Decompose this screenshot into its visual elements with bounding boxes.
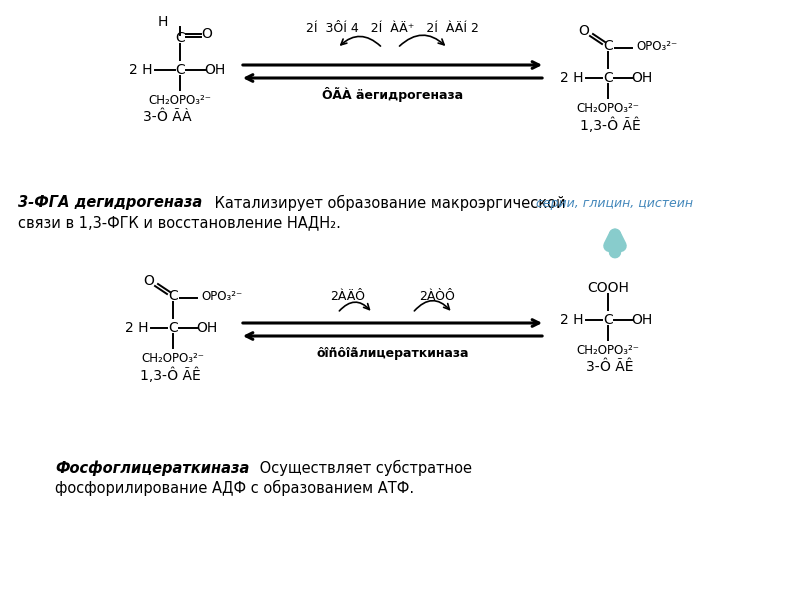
Text: связи в 1,3-ФГК и восстановление НАДН₂.: связи в 1,3-ФГК и восстановление НАДН₂. <box>18 215 341 230</box>
Text: ÔÃÀ äегидрогеназа: ÔÃÀ äегидрогеназа <box>322 86 463 101</box>
Text: CH₂OPO₃²⁻: CH₂OPO₃²⁻ <box>577 101 639 115</box>
Text: COOH: COOH <box>587 281 629 295</box>
Text: CH₂OPO₃²⁻: CH₂OPO₃²⁻ <box>149 94 211 107</box>
Text: CH₂OPO₃²⁻: CH₂OPO₃²⁻ <box>577 343 639 356</box>
Text: CH₂OPO₃²⁻: CH₂OPO₃²⁻ <box>142 352 205 364</box>
Text: фосфорилирование АДФ с образованием АТФ.: фосфорилирование АДФ с образованием АТФ. <box>55 480 414 496</box>
Text: O: O <box>578 24 590 38</box>
Text: 1,3-Ô ÃÊ: 1,3-Ô ÃÊ <box>140 367 200 383</box>
Text: 2 H: 2 H <box>560 313 584 327</box>
Text: C: C <box>168 321 178 335</box>
Text: C: C <box>175 63 185 77</box>
Text: 3-Ô ÃÀ: 3-Ô ÃÀ <box>142 110 191 124</box>
Text: 2 H: 2 H <box>130 63 153 77</box>
Text: C: C <box>603 313 613 327</box>
Text: Катализирует образование макроэргической: Катализирует образование макроэргической <box>210 195 566 211</box>
Text: C: C <box>603 39 613 53</box>
Text: 2ÀÒÔ: 2ÀÒÔ <box>419 289 455 302</box>
Text: C: C <box>603 71 613 85</box>
Text: 2ÀÄÔ: 2ÀÄÔ <box>330 289 365 302</box>
Text: 3-Ô ÃÊ: 3-Ô ÃÊ <box>586 360 634 374</box>
Text: OH: OH <box>196 321 218 335</box>
Text: 2 H: 2 H <box>560 71 584 85</box>
Text: 1,3-Ô ÃÊ: 1,3-Ô ÃÊ <box>580 117 640 133</box>
Text: C: C <box>168 289 178 303</box>
Text: H: H <box>158 15 168 29</box>
Text: 3-ФГА дегидрогеназа: 3-ФГА дегидрогеназа <box>18 195 202 210</box>
Text: O: O <box>143 274 154 288</box>
Text: Фосфоглицераткиназа: Фосфоглицераткиназа <box>55 460 250 475</box>
Text: 2 H: 2 H <box>126 321 149 335</box>
Text: 2Í  3ÔÍ 4   2Í  ÀÄ⁺   2Í  ÀÄÍ 2: 2Í 3ÔÍ 4 2Í ÀÄ⁺ 2Í ÀÄÍ 2 <box>306 22 479 34</box>
Text: серии, глицин, цистеин: серии, глицин, цистеин <box>537 197 694 210</box>
Text: O: O <box>202 27 213 41</box>
Text: OPO₃²⁻: OPO₃²⁻ <box>636 40 678 52</box>
Text: OH: OH <box>204 63 226 77</box>
Text: Осуществляет субстратное: Осуществляет субстратное <box>255 460 472 476</box>
Text: OPO₃²⁻: OPO₃²⁻ <box>202 289 242 302</box>
Text: C: C <box>175 31 185 45</box>
Text: OH: OH <box>631 313 653 327</box>
Text: ôîñôîãлицераткиназа: ôîñôîãлицераткиназа <box>316 346 469 359</box>
Text: OH: OH <box>631 71 653 85</box>
